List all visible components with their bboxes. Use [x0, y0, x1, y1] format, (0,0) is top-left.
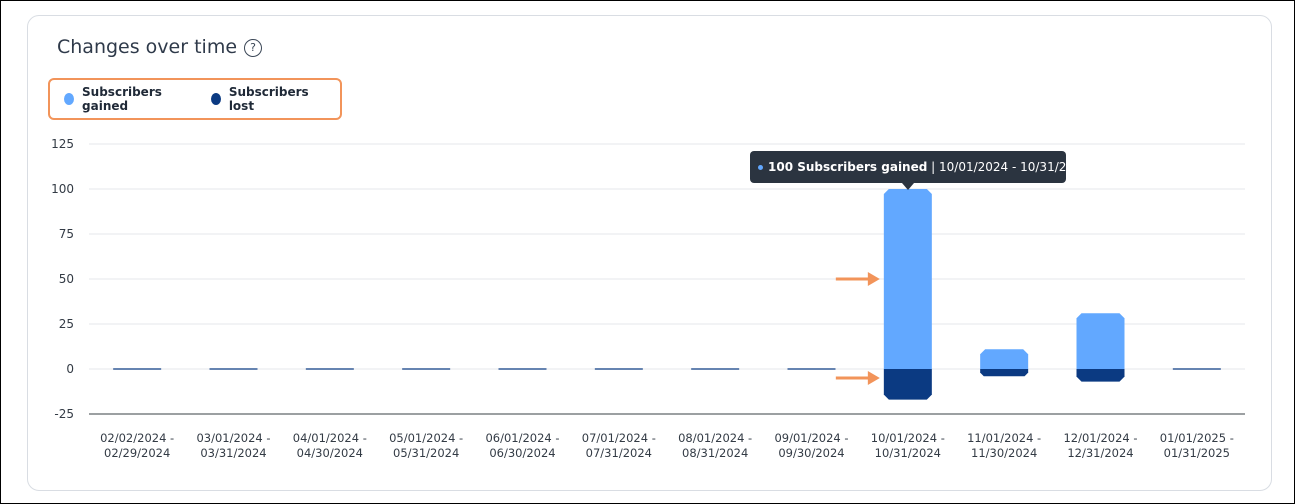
- x-tick-label: 05/01/2024 -: [389, 431, 463, 445]
- x-tick-label: 02/02/2024 -: [100, 431, 174, 445]
- tooltip-dot: [758, 165, 763, 170]
- x-tick-label: 10/01/2024 -: [871, 431, 945, 445]
- annotation-arrow-head: [867, 371, 880, 385]
- chart-tooltip: 100 Subscribers gained | 10/01/2024 - 10…: [750, 151, 1089, 183]
- legend-dot-gained: [64, 93, 75, 105]
- legend-label-lost: Subscribers lost: [228, 85, 309, 113]
- y-tick-label: 125: [51, 137, 74, 151]
- tooltip-range: 10/01/2024 - 10/31/2024: [939, 160, 1090, 174]
- x-tick-label: 11/01/2024 -: [967, 431, 1041, 445]
- x-tick-label: 07/31/2024: [586, 446, 652, 460]
- x-tick-label: 12/31/2024: [1067, 446, 1133, 460]
- page-title: Changes over time: [57, 36, 238, 58]
- x-tick-label: 08/31/2024: [682, 446, 748, 460]
- x-tick-label: 01/31/2025: [1164, 446, 1230, 460]
- x-tick-label: 07/01/2024 -: [582, 431, 656, 445]
- bar-subscribers-lost: [883, 369, 932, 400]
- legend-item-lost[interactable]: Subscribers lost: [210, 85, 320, 113]
- y-tick-label: 50: [59, 272, 74, 286]
- chart-card: [27, 15, 1272, 491]
- legend-item-gained[interactable]: Subscribers gained: [64, 85, 191, 113]
- bar-subscribers-gained: [883, 189, 932, 369]
- x-tick-label: 04/01/2024 -: [293, 431, 367, 445]
- y-tick-label: 100: [51, 182, 74, 196]
- legend-label-gained: Subscribers gained: [82, 85, 162, 113]
- x-tick-label: 02/29/2024: [104, 446, 170, 460]
- tooltip-value: 100 Subscribers gained: [768, 160, 928, 174]
- x-tick-label: 03/01/2024 -: [196, 431, 270, 445]
- legend-dot-lost: [210, 93, 221, 105]
- x-tick-label: 09/01/2024 -: [774, 431, 848, 445]
- y-tick-label: -25: [54, 407, 74, 421]
- tooltip-separator: |: [927, 160, 939, 174]
- y-tick-label: 25: [59, 317, 74, 331]
- x-tick-label: 05/31/2024: [393, 446, 459, 460]
- bar-subscribers-gained: [1076, 313, 1125, 369]
- x-tick-label: 03/31/2024: [200, 446, 266, 460]
- x-tick-label: 11/30/2024: [971, 446, 1037, 460]
- x-tick-label: 06/30/2024: [489, 446, 555, 460]
- x-tick-label: 10/31/2024: [875, 446, 941, 460]
- tooltip-pointer: [902, 183, 914, 190]
- x-tick-label: 01/01/2025 -: [1160, 431, 1234, 445]
- x-tick-label: 04/30/2024: [297, 446, 363, 460]
- bar-subscribers-lost: [980, 369, 1029, 377]
- x-tick-label: 09/30/2024: [778, 446, 844, 460]
- chart-legend: Subscribers gained Subscribers lost: [48, 78, 342, 120]
- annotation-arrow-head: [867, 272, 880, 286]
- y-tick-label: 75: [59, 227, 74, 241]
- x-tick-label: 06/01/2024 -: [485, 431, 559, 445]
- x-tick-label: 12/01/2024 -: [1063, 431, 1137, 445]
- bar-subscribers-lost: [1076, 369, 1125, 382]
- bar-subscribers-gained: [980, 349, 1029, 369]
- x-tick-label: 08/01/2024 -: [678, 431, 752, 445]
- y-tick-label: 0: [66, 362, 74, 376]
- question-circle-icon[interactable]: ?: [244, 39, 262, 57]
